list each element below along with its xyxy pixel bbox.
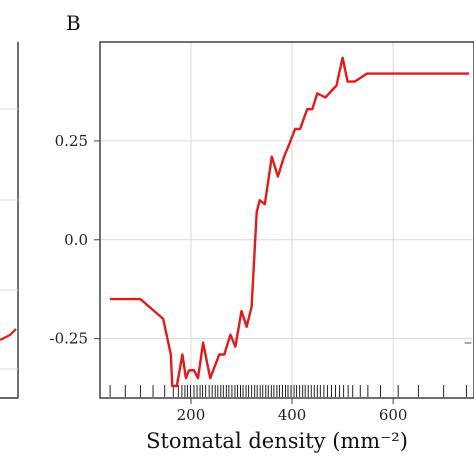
y-axis: -0.25 0.0 0.25: [50, 132, 100, 348]
left-panel-fragment: [0, 42, 19, 399]
chart-gridlines: [100, 42, 474, 398]
y-tick-label: -0.25: [50, 330, 88, 348]
y-tick-label: 0.25: [55, 132, 88, 150]
rug-marks: [109, 385, 467, 397]
x-tick-label: 600: [379, 406, 408, 424]
series-line: [110, 56, 469, 388]
plot-frame: [99, 41, 474, 399]
x-tick-label: 200: [177, 406, 206, 424]
x-tick-label: 400: [278, 406, 307, 424]
y-tick-label: 0.0: [64, 231, 88, 249]
x-axis: 200 400 600: [177, 398, 408, 424]
panel-label: B: [66, 11, 81, 35]
x-axis-label: Stomatal density (mm⁻²): [146, 429, 408, 453]
right-panel-fragment-mark: –: [464, 332, 472, 351]
left-panel-series-line: [0, 328, 17, 341]
